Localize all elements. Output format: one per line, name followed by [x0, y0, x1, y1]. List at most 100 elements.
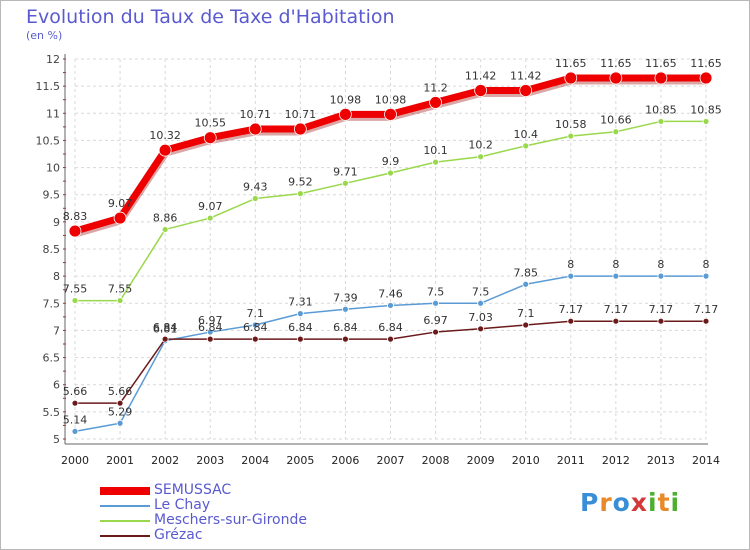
data-label: 8.83	[63, 210, 88, 223]
x-tick-label: 2007	[377, 454, 405, 467]
data-label: 9.07	[108, 197, 133, 210]
legend: SEMUSSAC Le Chay Meschers-sur-Gironde Gr…	[100, 482, 400, 543]
data-point	[702, 272, 710, 280]
data-point	[248, 122, 262, 136]
data-label: 7.39	[333, 291, 358, 304]
data-label: 7.17	[649, 303, 674, 316]
x-tick-label: 2005	[286, 454, 314, 467]
data-point	[203, 131, 217, 145]
legend-swatch-le-chay	[100, 505, 150, 507]
data-label: 7.85	[513, 266, 538, 279]
y-tick-label: 6	[53, 379, 60, 392]
x-tick-label: 2013	[647, 454, 675, 467]
data-point	[251, 321, 259, 329]
data-point	[519, 84, 533, 97]
x-tick-label: 2010	[512, 454, 540, 467]
data-point	[387, 302, 394, 309]
data-point	[522, 280, 530, 288]
data-label: 11.65	[690, 57, 722, 70]
data-point	[161, 226, 169, 233]
data-label: 7.55	[108, 283, 133, 296]
data-label: 6.97	[198, 314, 223, 327]
data-label: 11.65	[555, 57, 587, 70]
x-tick-label: 2014	[692, 454, 720, 467]
data-point	[477, 299, 485, 307]
data-point	[432, 328, 439, 336]
data-point	[699, 71, 713, 85]
data-point	[429, 96, 442, 109]
data-point	[657, 118, 665, 125]
data-label: 10.4	[513, 128, 538, 141]
data-label: 9.07	[198, 200, 223, 213]
data-label: 8	[703, 258, 710, 271]
legend-swatch-semussac	[100, 487, 150, 495]
data-label: 6.84	[243, 321, 268, 334]
data-point	[251, 335, 259, 343]
data-point	[296, 190, 304, 198]
data-label: 7.46	[378, 287, 403, 300]
data-point	[567, 272, 575, 280]
legend-label-grezac: Grézac	[154, 527, 203, 543]
data-point	[567, 132, 575, 140]
data-point	[567, 317, 575, 325]
data-label: 11.65	[645, 57, 677, 70]
data-label: 10.2	[468, 139, 493, 152]
data-label: 10.85	[690, 103, 722, 116]
data-label: 7.31	[288, 296, 313, 309]
x-tick-label: 2009	[467, 454, 495, 467]
data-label: 9.9	[382, 155, 400, 168]
data-label: 7.1	[247, 307, 265, 320]
data-label: 9.43	[243, 181, 268, 194]
data-label: 6.84	[198, 321, 223, 334]
data-point	[342, 335, 349, 343]
data-label: 10.1	[423, 144, 448, 157]
legend-swatch-meschers	[100, 520, 150, 522]
y-tick-label: 8	[53, 270, 60, 283]
legend-item-meschers: Meschers-sur-Gironde	[100, 512, 400, 528]
y-tick-label: 8.5	[43, 243, 61, 256]
y-tick-label: 11	[46, 107, 60, 120]
data-label: 6.84	[153, 321, 178, 334]
data-label: 6.81	[153, 323, 178, 336]
data-point	[251, 195, 259, 202]
y-tick-label: 12	[46, 53, 60, 66]
data-label: 7.17	[694, 303, 719, 316]
data-point	[296, 335, 304, 343]
data-label: 8	[612, 258, 619, 271]
data-point	[384, 107, 397, 121]
y-tick-label: 5	[53, 433, 60, 446]
x-tick-label: 2003	[196, 454, 224, 467]
y-tick-label: 10	[46, 162, 60, 175]
data-point	[477, 325, 485, 333]
data-point	[71, 297, 79, 304]
data-point	[158, 143, 172, 157]
data-point	[161, 335, 169, 343]
data-point	[71, 427, 79, 435]
data-point	[339, 107, 352, 121]
data-label: 8	[567, 258, 574, 271]
data-point	[522, 321, 530, 329]
data-label: 5.66	[108, 385, 133, 398]
data-label: 11.2	[423, 81, 448, 94]
data-point	[206, 214, 214, 222]
x-tick-label: 2002	[151, 454, 179, 467]
data-label: 8	[657, 258, 664, 271]
y-tick-label: 7	[53, 324, 60, 337]
y-tick-label: 7.5	[43, 297, 61, 310]
data-point	[432, 299, 439, 307]
data-label: 9.52	[288, 176, 313, 189]
data-point	[654, 71, 668, 85]
legend-label-semussac: SEMUSSAC	[154, 482, 232, 498]
data-label: 7.5	[472, 285, 490, 298]
y-tick-label: 10.5	[36, 134, 61, 147]
data-label: 5.14	[63, 413, 88, 426]
data-label: 10.98	[375, 93, 407, 106]
data-point	[68, 224, 82, 238]
data-point	[113, 211, 127, 225]
data-point	[609, 71, 623, 85]
data-point	[116, 297, 124, 304]
data-point	[612, 317, 620, 325]
data-point	[206, 335, 214, 343]
legend-label-le-chay: Le Chay	[154, 497, 211, 513]
